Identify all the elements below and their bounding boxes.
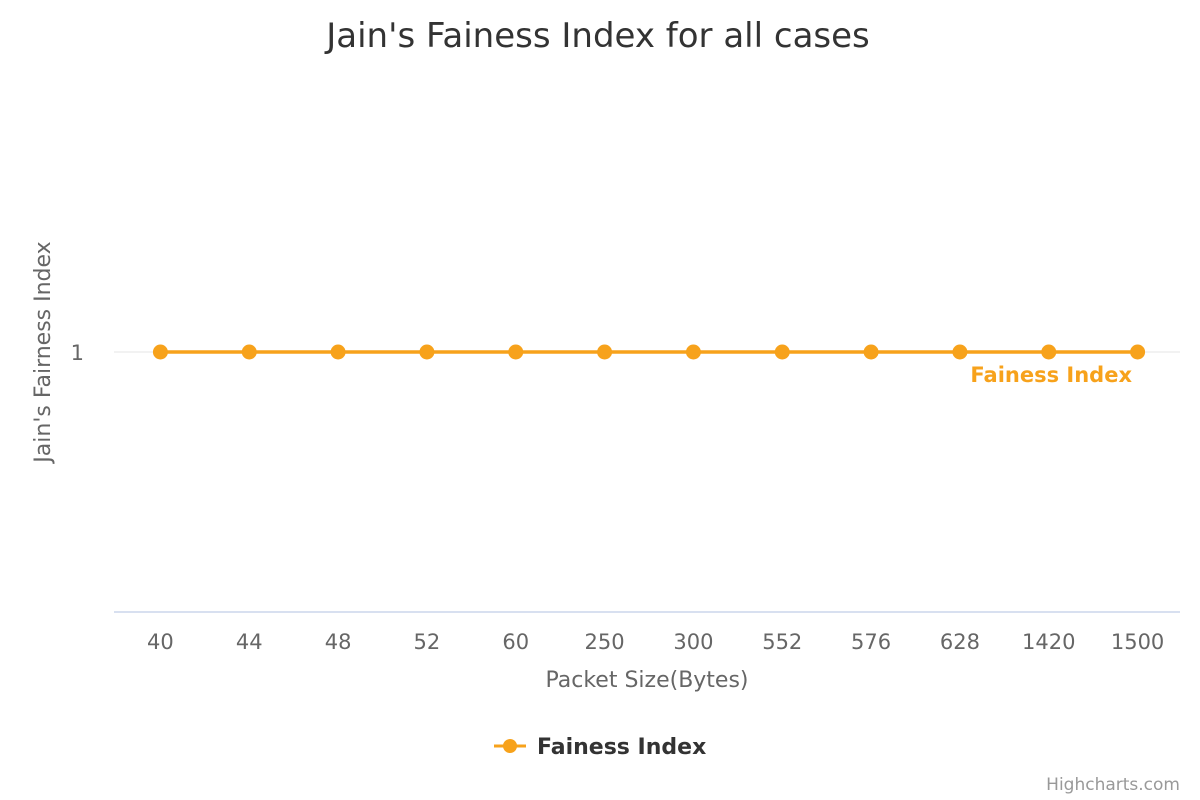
y-tick-label: 1: [71, 341, 84, 365]
x-tick-label: 48: [325, 630, 352, 654]
x-axis-title: Packet Size(Bytes): [545, 668, 748, 693]
data-point[interactable]: [1041, 344, 1057, 360]
data-point[interactable]: [241, 344, 257, 360]
x-tick-label: 628: [940, 630, 980, 654]
legend[interactable]: Fainess Index: [494, 735, 706, 760]
credits-link[interactable]: Highcharts.com: [1046, 775, 1180, 795]
x-tick-label: 300: [673, 630, 713, 654]
data-point[interactable]: [597, 344, 613, 360]
y-axis-title: Jain's Fairness Index: [31, 241, 56, 464]
data-point[interactable]: [863, 344, 879, 360]
data-point[interactable]: [152, 344, 168, 360]
x-tick-labels: 40 44 48 52 60 250 300 552 576 628 1420 1500: [147, 630, 1164, 654]
series-data-label: Fainess Index: [970, 363, 1132, 387]
data-point[interactable]: [508, 344, 524, 360]
x-tick-label: 60: [502, 630, 529, 654]
x-tick-label: 1500: [1111, 630, 1164, 654]
legend-item-label[interactable]: Fainess Index: [537, 735, 706, 760]
series-fainess-index[interactable]: [152, 344, 1146, 360]
x-tick-label: 40: [147, 630, 174, 654]
x-tick-label: 1420: [1022, 630, 1075, 654]
data-point[interactable]: [952, 344, 968, 360]
chart-title: Jain's Fainess Index for all cases: [324, 16, 870, 56]
data-point[interactable]: [774, 344, 790, 360]
x-tick-label: 52: [414, 630, 441, 654]
data-point[interactable]: [1130, 344, 1146, 360]
x-tick-label: 250: [585, 630, 625, 654]
x-tick-label: 552: [762, 630, 802, 654]
x-tick-label: 44: [236, 630, 263, 654]
x-tick-label: 576: [851, 630, 891, 654]
data-point[interactable]: [419, 344, 435, 360]
data-point[interactable]: [330, 344, 346, 360]
data-point[interactable]: [685, 344, 701, 360]
legend-marker-icon: [503, 739, 517, 753]
